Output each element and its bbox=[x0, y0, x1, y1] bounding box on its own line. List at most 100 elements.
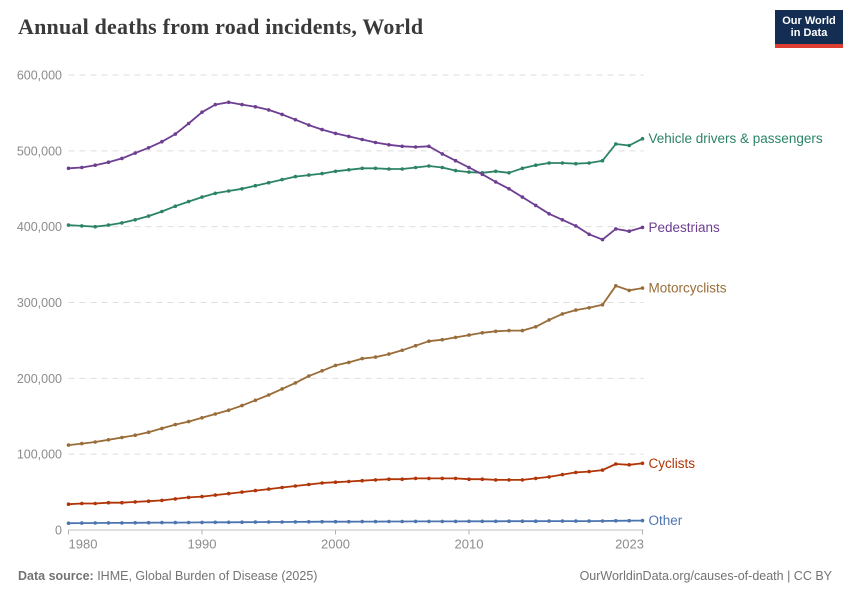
series-point-other[interactable] bbox=[293, 520, 298, 524]
series-point-motorcyclists[interactable] bbox=[467, 333, 471, 337]
series-point-vehicle-drivers-passengers[interactable] bbox=[186, 199, 191, 204]
series-point-vehicle-drivers-passengers[interactable] bbox=[280, 177, 284, 182]
series-point-cyclists[interactable] bbox=[280, 485, 284, 490]
series-point-motorcyclists[interactable] bbox=[173, 422, 178, 427]
series-point-vehicle-drivers-passengers[interactable] bbox=[66, 223, 71, 227]
series-point-vehicle-drivers-passengers[interactable] bbox=[507, 171, 511, 175]
series-line-pedestrians[interactable] bbox=[67, 101, 644, 241]
series-point-vehicle-drivers-passengers[interactable] bbox=[106, 223, 111, 227]
series-point-motorcyclists[interactable] bbox=[574, 308, 578, 312]
series-point-motorcyclists[interactable] bbox=[347, 360, 351, 365]
series-point-vehicle-drivers-passengers[interactable] bbox=[587, 161, 591, 165]
series-point-motorcyclists[interactable] bbox=[547, 318, 551, 322]
series-point-vehicle-drivers-passengers[interactable] bbox=[146, 214, 151, 218]
series-point-motorcyclists[interactable] bbox=[266, 393, 271, 397]
series-point-other[interactable] bbox=[440, 519, 445, 524]
series-point-other[interactable] bbox=[200, 520, 204, 525]
series-point-other[interactable] bbox=[146, 520, 151, 525]
series-point-other[interactable] bbox=[120, 521, 124, 525]
series-point-other[interactable] bbox=[600, 519, 605, 523]
series-point-vehicle-drivers-passengers[interactable] bbox=[133, 218, 137, 222]
series-label-motorcyclists[interactable]: Motorcyclists bbox=[649, 281, 727, 296]
series-point-motorcyclists[interactable] bbox=[480, 331, 485, 335]
series-point-other[interactable] bbox=[400, 519, 405, 524]
series-point-other[interactable] bbox=[387, 519, 391, 524]
series-point-pedestrians[interactable] bbox=[307, 123, 311, 127]
series-point-other[interactable] bbox=[560, 519, 565, 523]
series-point-cyclists[interactable] bbox=[574, 470, 578, 475]
series-point-vehicle-drivers-passengers[interactable] bbox=[307, 173, 311, 177]
series-point-vehicle-drivers-passengers[interactable] bbox=[226, 189, 231, 193]
series-point-cyclists[interactable] bbox=[106, 500, 111, 505]
series-point-other[interactable] bbox=[453, 519, 458, 524]
series-point-pedestrians[interactable] bbox=[226, 100, 231, 105]
series-point-motorcyclists[interactable] bbox=[200, 416, 204, 420]
series-point-cyclists[interactable] bbox=[80, 501, 84, 506]
series-point-other[interactable] bbox=[587, 519, 591, 523]
series-point-pedestrians[interactable] bbox=[120, 156, 124, 161]
series-point-other[interactable] bbox=[360, 519, 365, 524]
series-point-pedestrians[interactable] bbox=[574, 224, 578, 228]
series-point-pedestrians[interactable] bbox=[280, 112, 284, 117]
series-label-other[interactable]: Other bbox=[649, 513, 683, 528]
series-point-pedestrians[interactable] bbox=[614, 227, 618, 231]
series-point-cyclists[interactable] bbox=[93, 501, 97, 506]
series-point-cyclists[interactable] bbox=[66, 502, 71, 507]
series-point-other[interactable] bbox=[533, 519, 538, 523]
series-point-vehicle-drivers-passengers[interactable] bbox=[520, 166, 525, 171]
series-point-cyclists[interactable] bbox=[173, 497, 178, 501]
series-point-pedestrians[interactable] bbox=[600, 237, 605, 242]
series-point-cyclists[interactable] bbox=[600, 468, 605, 472]
series-point-other[interactable] bbox=[280, 520, 284, 524]
series-point-cyclists[interactable] bbox=[373, 478, 378, 482]
series-point-vehicle-drivers-passengers[interactable] bbox=[213, 191, 218, 196]
series-point-motorcyclists[interactable] bbox=[400, 348, 405, 353]
series-point-motorcyclists[interactable] bbox=[120, 435, 124, 440]
series-point-pedestrians[interactable] bbox=[66, 166, 71, 171]
series-point-vehicle-drivers-passengers[interactable] bbox=[373, 166, 378, 171]
series-label-cyclists[interactable]: Cyclists bbox=[649, 456, 696, 471]
series-point-vehicle-drivers-passengers[interactable] bbox=[547, 161, 551, 165]
series-point-other[interactable] bbox=[253, 520, 258, 524]
series-point-motorcyclists[interactable] bbox=[186, 419, 191, 424]
series-point-pedestrians[interactable] bbox=[387, 143, 391, 147]
series-point-other[interactable] bbox=[614, 519, 618, 523]
series-point-pedestrians[interactable] bbox=[427, 144, 431, 149]
series-point-pedestrians[interactable] bbox=[186, 121, 191, 126]
series-point-cyclists[interactable] bbox=[467, 477, 471, 482]
series-point-other[interactable] bbox=[507, 519, 511, 523]
series-point-pedestrians[interactable] bbox=[93, 163, 97, 167]
series-point-pedestrians[interactable] bbox=[627, 229, 631, 233]
series-point-cyclists[interactable] bbox=[320, 481, 324, 485]
series-point-other[interactable] bbox=[320, 519, 324, 524]
series-line-vehicle-drivers-passengers[interactable] bbox=[67, 137, 644, 228]
series-point-motorcyclists[interactable] bbox=[133, 433, 137, 438]
series-point-cyclists[interactable] bbox=[146, 499, 151, 504]
series-point-pedestrians[interactable] bbox=[213, 102, 218, 107]
series-point-cyclists[interactable] bbox=[293, 484, 298, 488]
series-point-pedestrians[interactable] bbox=[547, 212, 551, 216]
series-point-motorcyclists[interactable] bbox=[440, 337, 445, 342]
series-point-vehicle-drivers-passengers[interactable] bbox=[400, 167, 405, 171]
series-point-motorcyclists[interactable] bbox=[413, 343, 418, 348]
series-point-motorcyclists[interactable] bbox=[320, 369, 324, 373]
series-point-pedestrians[interactable] bbox=[467, 165, 471, 170]
series-point-motorcyclists[interactable] bbox=[280, 387, 284, 391]
series-point-motorcyclists[interactable] bbox=[427, 339, 431, 344]
series-point-vehicle-drivers-passengers[interactable] bbox=[533, 163, 538, 167]
series-point-motorcyclists[interactable] bbox=[93, 440, 97, 444]
series-point-other[interactable] bbox=[266, 520, 271, 524]
series-point-cyclists[interactable] bbox=[120, 500, 124, 505]
series-point-pedestrians[interactable] bbox=[320, 127, 324, 132]
series-point-pedestrians[interactable] bbox=[200, 110, 204, 114]
series-point-motorcyclists[interactable] bbox=[587, 306, 591, 310]
series-point-other[interactable] bbox=[427, 519, 431, 524]
series-point-cyclists[interactable] bbox=[360, 478, 365, 483]
series-point-vehicle-drivers-passengers[interactable] bbox=[266, 180, 271, 185]
series-point-other[interactable] bbox=[547, 519, 551, 523]
series-point-motorcyclists[interactable] bbox=[640, 286, 645, 290]
series-point-other[interactable] bbox=[413, 519, 418, 524]
series-point-motorcyclists[interactable] bbox=[106, 438, 111, 442]
series-point-motorcyclists[interactable] bbox=[493, 329, 498, 334]
